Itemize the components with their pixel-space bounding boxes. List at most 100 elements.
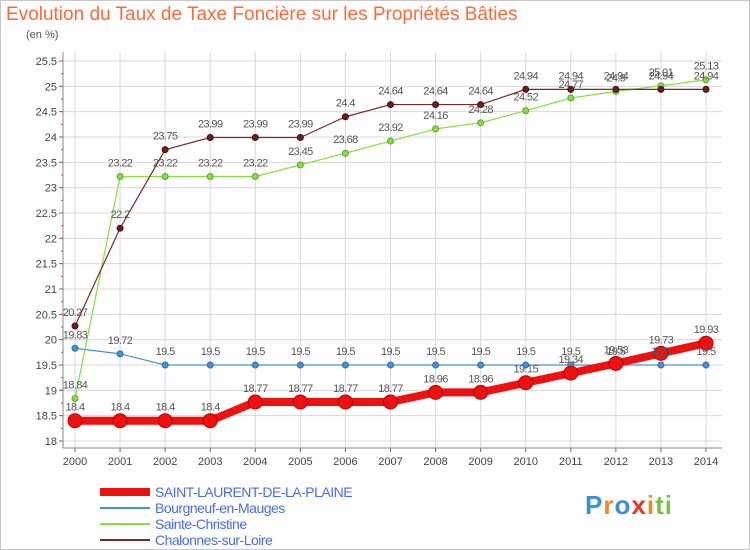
data-label: 19.5: [201, 346, 220, 358]
data-label: 18.4: [65, 402, 84, 414]
y-tick-label: 25.5: [36, 56, 57, 68]
legend-label: Chalonnes-sur-Loire: [155, 532, 273, 548]
data-label: 24.4: [336, 98, 355, 110]
data-label: 23.22: [243, 158, 268, 170]
data-label: 19.53: [604, 344, 629, 356]
data-label: 24.94: [694, 70, 719, 82]
data-point: [116, 173, 124, 181]
chart-title: Evolution du Taux de Taxe Foncière sur l…: [6, 4, 518, 25]
legend-swatch: [100, 539, 150, 541]
data-point: [296, 361, 304, 369]
y-tick-label: 23.5: [36, 157, 57, 169]
data-label: 19.5: [516, 346, 535, 358]
data-point: [522, 85, 530, 93]
data-label: 19.5: [561, 346, 580, 358]
legend-swatch: [100, 507, 150, 509]
y-tick-label: 18: [45, 436, 57, 448]
x-tick-label: 2009: [468, 456, 492, 468]
logo-letter: x: [631, 490, 647, 520]
data-point: [292, 394, 308, 410]
unit-label: (en %): [26, 29, 59, 41]
data-label: 23.22: [153, 158, 178, 170]
y-tick-label: 21: [45, 284, 57, 296]
data-label: 24.9: [606, 72, 625, 84]
data-point: [161, 361, 169, 369]
data-label: 18.77: [243, 383, 268, 395]
data-label: 19.5: [381, 346, 400, 358]
y-tick-label: 25: [45, 81, 57, 93]
data-point: [251, 134, 259, 142]
data-label: 19.5: [156, 346, 175, 358]
data-label: 19.5: [291, 346, 310, 358]
data-label: 19.72: [108, 335, 133, 347]
proxiti-logo: Proxiti: [585, 490, 673, 521]
data-label: 23.99: [243, 119, 268, 131]
data-label: 24.64: [378, 86, 403, 98]
data-point: [341, 149, 349, 157]
data-label: 19.5: [696, 346, 715, 358]
data-point: [387, 361, 394, 369]
y-tick-label: 20: [45, 335, 57, 347]
data-point: [206, 361, 214, 369]
data-point: [341, 361, 349, 369]
x-tick-label: 2006: [333, 456, 357, 468]
data-point: [522, 107, 530, 115]
data-label: 19.5: [606, 346, 625, 358]
x-tick-label: 2010: [513, 456, 537, 468]
data-point: [567, 85, 575, 93]
logo-letter: o: [614, 490, 632, 520]
data-point: [251, 173, 259, 181]
y-tick-label: 23: [45, 183, 57, 195]
data-label: 23.92: [378, 122, 403, 134]
data-point: [387, 137, 394, 145]
data-label: 18.77: [378, 383, 403, 395]
data-point: [202, 413, 218, 429]
legend-label: SAINT-LAURENT-DE-LA-PLAINE: [155, 484, 353, 500]
data-label: 23.22: [198, 158, 223, 170]
x-tick-label: 2011: [559, 456, 583, 468]
data-label: 23.45: [288, 146, 313, 158]
data-label: 22.2: [111, 209, 130, 221]
y-tick-label: 19: [45, 385, 57, 397]
data-label: 24.28: [468, 104, 493, 116]
data-point: [702, 76, 710, 84]
data-label: 23.75: [153, 131, 178, 143]
data-point: [518, 375, 534, 391]
logo-letter: i: [646, 490, 656, 520]
data-label: 18.84: [63, 379, 88, 391]
y-tick-label: 21.5: [36, 259, 57, 271]
data-label: 20.27: [63, 307, 88, 319]
data-point: [341, 113, 349, 121]
data-point: [383, 394, 398, 410]
data-point: [522, 361, 530, 369]
data-point: [563, 365, 579, 381]
data-point: [608, 355, 624, 371]
data-point: [432, 125, 440, 133]
logo-letter: t: [655, 490, 665, 520]
x-tick-label: 2002: [153, 456, 177, 468]
data-label: 24.64: [423, 86, 448, 98]
data-label: 24.16: [423, 110, 448, 122]
legend-label: Bourgneuf-en-Mauges: [155, 500, 285, 516]
data-point: [161, 173, 169, 181]
y-tick-label: 20.5: [36, 309, 57, 321]
data-point: [473, 384, 489, 400]
data-point: [387, 101, 394, 109]
data-label: 25.13: [694, 61, 719, 73]
data-label: 24.52: [513, 92, 538, 104]
legend-swatch: [100, 523, 150, 525]
data-point: [428, 384, 444, 400]
data-label: 18.4: [156, 402, 175, 414]
x-tick-label: 2001: [108, 456, 132, 468]
data-label: 24.64: [468, 86, 493, 98]
data-label: 24.94: [649, 70, 674, 82]
data-label: 19.93: [694, 324, 719, 336]
x-tick-label: 2000: [63, 456, 87, 468]
data-point: [71, 344, 79, 352]
data-point: [432, 101, 440, 109]
x-tick-label: 2004: [243, 456, 267, 468]
data-point: [296, 134, 304, 142]
data-point: [477, 361, 485, 369]
